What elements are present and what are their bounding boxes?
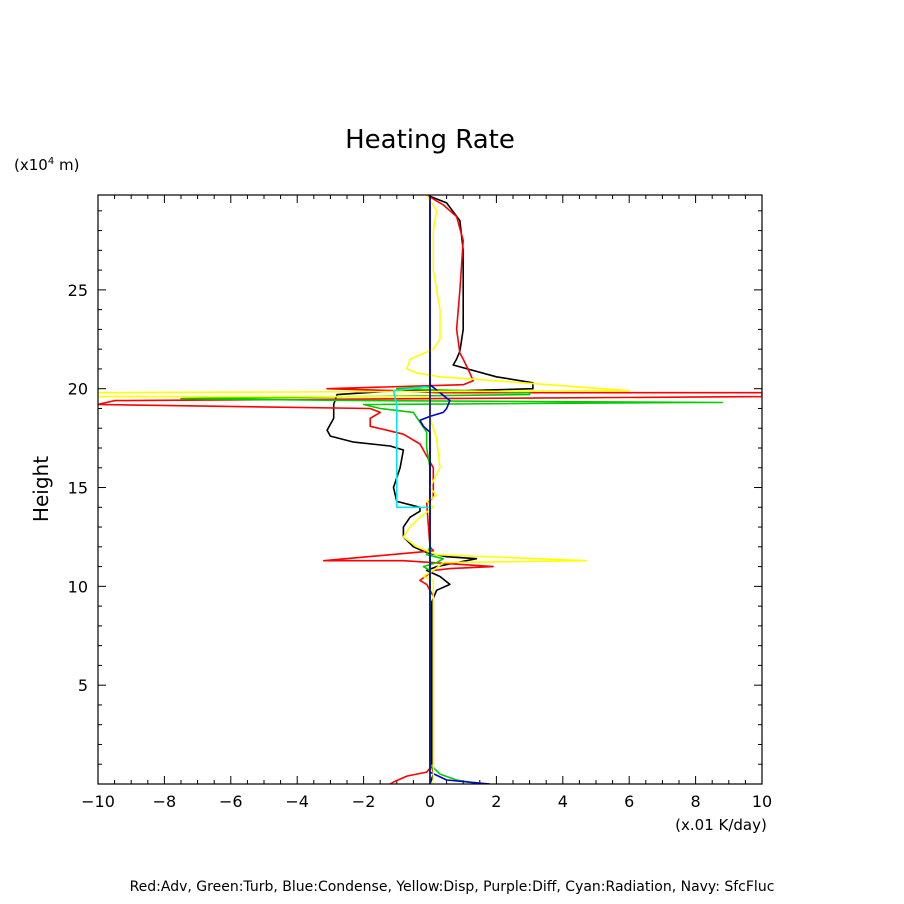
x-tick-label: 4 bbox=[558, 792, 568, 811]
x-tick-label: −8 bbox=[153, 792, 177, 811]
series-line-radiation bbox=[392, 385, 431, 784]
x-tick-label: −2 bbox=[352, 792, 376, 811]
x-tick-label: 10 bbox=[752, 792, 772, 811]
plot-frame bbox=[97, 194, 763, 785]
x-tick-label: −10 bbox=[81, 792, 115, 811]
y-tick-label: 25 bbox=[68, 281, 88, 300]
series-line-adv bbox=[98, 195, 762, 784]
x-tick-label: −6 bbox=[219, 792, 243, 811]
series-lines bbox=[98, 195, 762, 784]
tick-labels: −10 −8 −6 −4 −2 0 2 4 6 8 10 5 10 15 20 25 bbox=[68, 281, 773, 811]
x-tick-label: 2 bbox=[491, 792, 501, 811]
series-line-turb bbox=[180, 385, 724, 784]
x-axis-unit: (x.01 K/day) bbox=[675, 816, 767, 834]
y-unit-exponent: 4 bbox=[48, 156, 54, 167]
series-line-disp bbox=[98, 195, 631, 784]
x-tick-label: 0 bbox=[425, 792, 435, 811]
x-tick-label: 6 bbox=[624, 792, 634, 811]
y-unit-prefix: (x10 bbox=[14, 156, 48, 174]
legend-text: Red:Adv, Green:Turb, Blue:Condense, Yell… bbox=[130, 879, 775, 895]
y-tick-label: 15 bbox=[68, 479, 88, 498]
y-tick-label: 20 bbox=[68, 380, 88, 399]
y-axis-unit: (x104 m) bbox=[14, 156, 79, 174]
series-line-total bbox=[326, 195, 534, 784]
y-unit-suffix: m) bbox=[54, 156, 79, 174]
chart-title: Heating Rate bbox=[345, 125, 515, 155]
x-tick-label: 8 bbox=[691, 792, 701, 811]
x-tick-label: −4 bbox=[285, 792, 309, 811]
y-tick-label: 10 bbox=[68, 577, 88, 596]
y-axis-label: Height bbox=[29, 456, 53, 522]
y-tick-label: 5 bbox=[78, 676, 88, 695]
